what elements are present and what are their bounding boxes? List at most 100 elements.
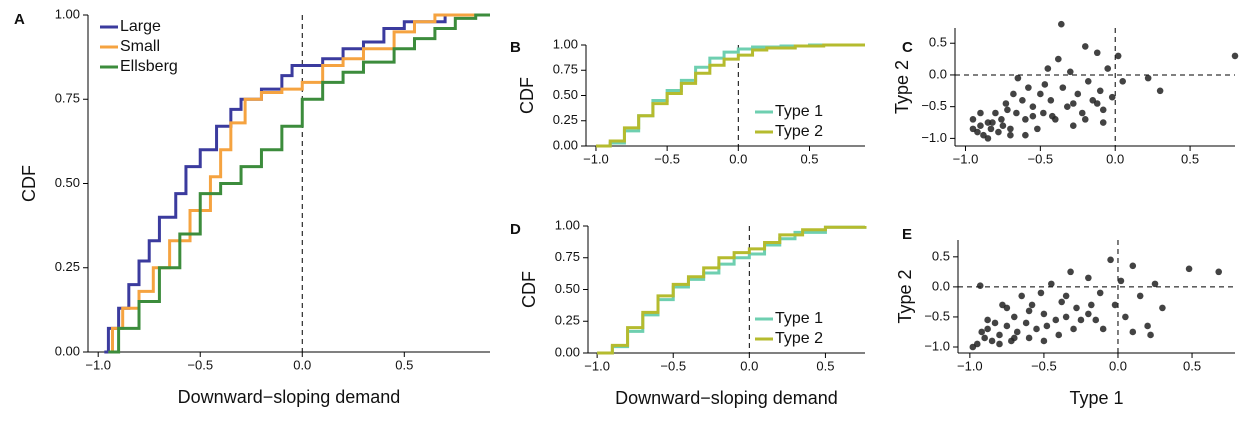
point	[1007, 131, 1014, 139]
point	[1033, 325, 1040, 333]
point	[1073, 304, 1080, 312]
point	[984, 325, 991, 333]
point	[992, 109, 999, 117]
point	[1122, 313, 1129, 321]
x-tick-label: 0.5	[1183, 358, 1201, 373]
y-axis-label: Type 2	[892, 60, 912, 114]
legend-label: Small	[120, 38, 160, 55]
point	[1028, 301, 1036, 309]
point	[1040, 310, 1048, 318]
y-tick-label: 1.00	[55, 6, 80, 21]
panel-label: D	[510, 221, 521, 238]
y-tick-label: 0.25	[553, 112, 578, 127]
panel-label: B	[510, 39, 521, 56]
point	[1019, 97, 1026, 104]
y-axis-label: CDF	[19, 165, 39, 202]
y-tick-label: 0.50	[555, 281, 580, 296]
point	[1013, 328, 1021, 336]
point	[1040, 337, 1048, 345]
point	[1022, 116, 1029, 123]
x-tick-label: −1.0	[584, 358, 610, 373]
point	[976, 282, 984, 289]
point	[1058, 20, 1065, 28]
legend-label: Type 1	[775, 103, 823, 120]
point	[1067, 268, 1074, 276]
point	[1003, 322, 1011, 330]
x-tick-label: 0.0	[1106, 151, 1124, 166]
point	[1231, 52, 1239, 60]
x-tick-label: −1.0	[583, 151, 609, 166]
point	[1099, 106, 1107, 114]
y-tick-label: 0.25	[55, 259, 80, 274]
y-tick-label: 0.00	[55, 343, 80, 358]
point	[1117, 277, 1125, 285]
y-tick-label: −1.0	[924, 338, 950, 353]
x-axis-label: Downward−sloping demand	[178, 387, 401, 407]
point	[1037, 289, 1045, 297]
legend-label: Type 2	[775, 123, 823, 140]
point	[1063, 103, 1071, 110]
cdf-line	[597, 225, 867, 355]
point	[1059, 84, 1067, 91]
point	[1022, 319, 1030, 327]
point	[973, 340, 981, 348]
panel-label: C	[902, 39, 913, 56]
point	[1049, 112, 1056, 120]
point	[1010, 90, 1017, 98]
point	[1081, 116, 1089, 123]
y-tick-label: 0.00	[553, 137, 578, 152]
y-tick-label: 0.00	[555, 344, 580, 359]
point	[984, 135, 992, 142]
point	[996, 331, 1003, 339]
point	[977, 109, 984, 117]
point	[987, 125, 995, 133]
point	[1077, 316, 1085, 324]
x-tick-label: 0.0	[729, 151, 747, 166]
y-tick-label: 0.50	[55, 175, 80, 190]
y-tick-label: 0.0	[932, 278, 950, 293]
x-tick-label: 0.5	[1181, 151, 1199, 166]
point	[1062, 313, 1070, 321]
y-tick-label: 0.75	[555, 249, 580, 264]
point	[1144, 74, 1152, 82]
point	[1014, 74, 1022, 82]
x-tick-label: 0.0	[1109, 358, 1127, 373]
point	[1058, 298, 1065, 306]
x-tick-label: 0.0	[293, 357, 311, 372]
point	[1129, 262, 1137, 270]
point	[1025, 307, 1033, 315]
point	[1114, 52, 1122, 60]
point	[998, 116, 1005, 123]
point	[1003, 304, 1011, 312]
y-axis-label: CDF	[517, 77, 537, 114]
point	[1144, 322, 1151, 330]
y-tick-label: 0.5	[932, 248, 950, 263]
panel-label: E	[902, 226, 912, 243]
point	[1099, 119, 1107, 126]
point	[999, 122, 1007, 129]
point	[1055, 55, 1062, 63]
cdf-line	[108, 13, 490, 354]
x-axis-label: Type 1	[1069, 388, 1123, 408]
legend-label: Ellsberg	[120, 58, 178, 75]
point	[1004, 106, 1011, 114]
point	[1085, 310, 1092, 318]
point	[1066, 68, 1074, 76]
point	[1078, 109, 1086, 117]
y-tick-label: 0.25	[555, 313, 580, 328]
point	[1013, 109, 1020, 117]
point	[1010, 334, 1018, 342]
point	[1119, 77, 1127, 85]
point	[1052, 316, 1060, 324]
point	[1070, 325, 1077, 333]
x-tick-label: 0.0	[740, 358, 758, 373]
point	[1147, 331, 1154, 339]
x-tick-label: −1.0	[85, 357, 111, 372]
point	[1107, 256, 1114, 264]
panel-label: A	[14, 11, 25, 28]
point	[1018, 292, 1025, 300]
x-tick-label: 0.5	[395, 357, 413, 372]
point	[984, 316, 991, 324]
x-tick-label: −0.5	[1028, 151, 1054, 166]
point	[996, 340, 1003, 348]
